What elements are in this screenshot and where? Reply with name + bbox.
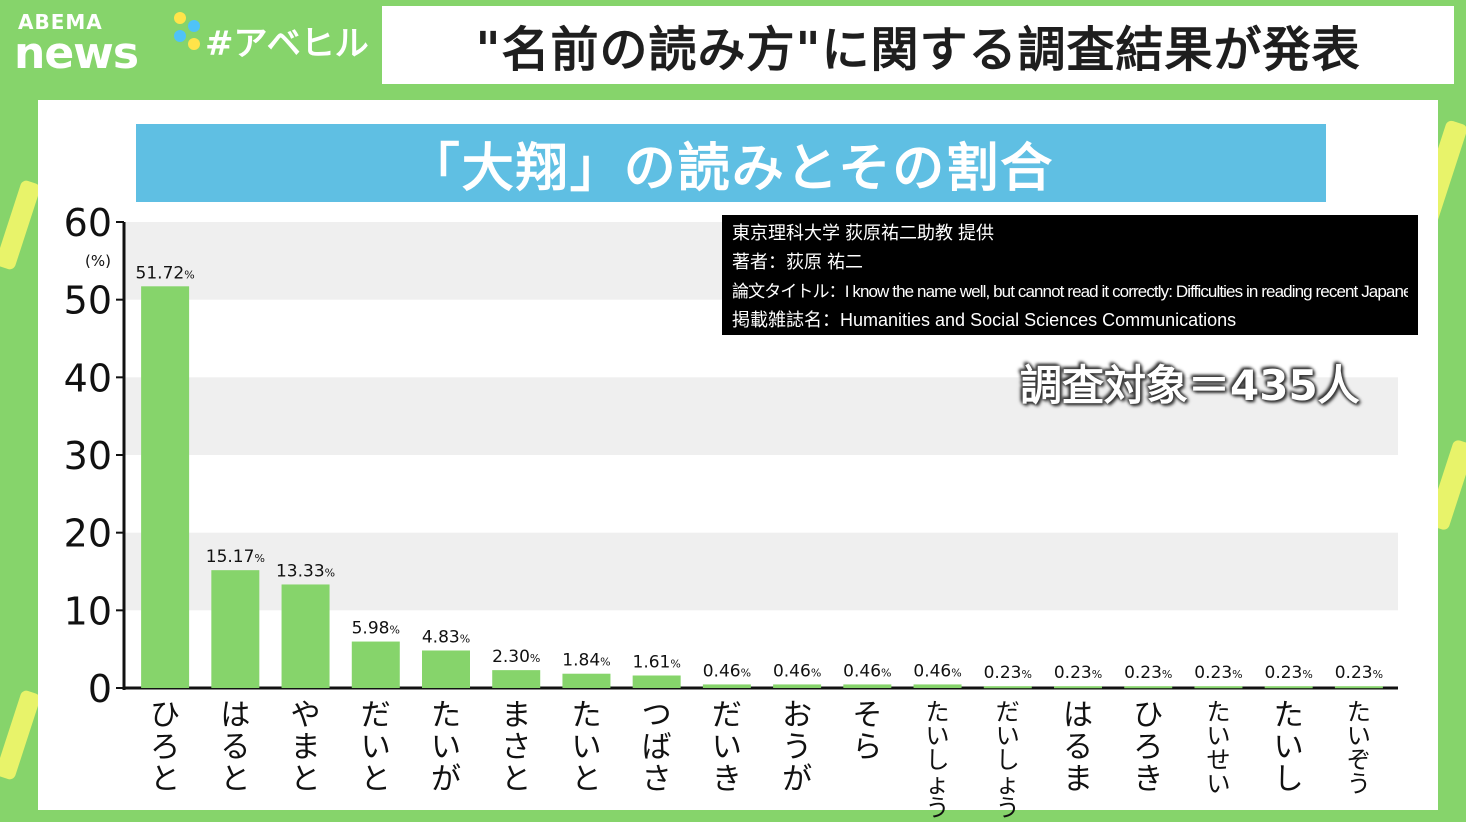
x-tick-label: たいと: [571, 698, 602, 797]
y-tick-label: 30: [64, 434, 112, 478]
abema-news-logo: ABEMA news: [14, 6, 214, 86]
bar: [1334, 686, 1383, 689]
x-tick-label: つばさ: [641, 698, 672, 797]
data-label: 0.46%: [703, 661, 751, 681]
data-label: 1.84%: [562, 651, 610, 671]
source-box: 東京理科大学 荻原祐二助教 提供 著者：荻原 祐二 論文タイトル：I know …: [722, 215, 1418, 335]
data-label: 51.72%: [136, 263, 195, 283]
bar: [632, 675, 681, 688]
bar: [1264, 686, 1313, 689]
x-tick-label: たいが: [431, 698, 461, 797]
bar: [983, 686, 1032, 689]
data-label: 0.23%: [1194, 663, 1242, 683]
bar: [1194, 686, 1243, 689]
bar: [492, 670, 541, 688]
source-line: 東京理科大学 荻原祐二助教 提供: [732, 223, 995, 243]
bar: [351, 641, 400, 688]
x-tick-label: はると: [220, 698, 251, 797]
y-tick-label: 10: [64, 589, 112, 633]
source-line: 論文タイトル：I know the name well, but cannot …: [732, 282, 1408, 301]
x-tick-label: まさと: [501, 698, 532, 797]
bar: [141, 286, 190, 688]
bar: [1124, 686, 1173, 689]
y-tick-label: 0: [88, 667, 112, 711]
data-label: 0.23%: [984, 663, 1032, 683]
y-tick-label: 60: [64, 201, 112, 245]
chart-title: 「大翔」の読みとその割合: [136, 124, 1326, 202]
x-tick-label: おうが: [782, 698, 813, 797]
data-label: 15.17%: [206, 547, 265, 567]
x-tick-label: だいと: [360, 698, 391, 797]
y-tick-label: 50: [64, 279, 112, 323]
y-axis-unit-label: (%): [85, 252, 111, 270]
x-tick-label: たいし: [1273, 698, 1304, 797]
data-label: 0.23%: [1335, 663, 1383, 683]
source-line: 著者：荻原 祐二: [732, 252, 864, 272]
data-label: 5.98%: [352, 619, 400, 639]
x-tick-label: だいしょう: [995, 698, 1020, 822]
bar: [702, 684, 751, 688]
sample-size-note: 調査対象＝435人: [1020, 361, 1360, 410]
data-label: 2.30%: [492, 647, 540, 667]
bar: [211, 570, 260, 688]
data-label: 0.46%: [773, 661, 821, 681]
y-tick-label: 20: [64, 512, 112, 556]
x-tick-label: たいぞう: [1346, 698, 1371, 798]
logo-top-text: ABEMA: [18, 10, 103, 34]
headline: "名前の読み方"に関する調査結果が発表: [382, 6, 1454, 84]
bar: [281, 584, 330, 688]
x-tick-label: たいしょう: [925, 698, 950, 822]
grid-band: [124, 532, 1398, 611]
bar: [422, 650, 470, 688]
data-label: 4.83%: [422, 627, 470, 647]
data-label: 13.33%: [276, 561, 335, 581]
x-tick-label: そら: [852, 698, 883, 765]
data-label: 1.61%: [633, 652, 681, 672]
data-label: 0.46%: [913, 661, 961, 681]
data-label: 0.46%: [843, 661, 891, 681]
bar: [843, 684, 892, 688]
x-tick-label: はるま: [1063, 698, 1093, 797]
bar: [773, 684, 822, 688]
grid-band: [124, 377, 1398, 455]
x-tick-label: ひろと: [150, 698, 181, 797]
data-label: 0.23%: [1124, 663, 1172, 683]
y-tick-label: 40: [64, 356, 112, 400]
bar: [1054, 686, 1102, 689]
data-label: 0.23%: [1265, 663, 1313, 683]
source-line: 掲載雑誌名：Humanities and Social Sciences Com…: [732, 310, 1237, 330]
x-tick-label: ひろき: [1133, 698, 1164, 797]
hashtag: #アベヒル: [205, 24, 369, 64]
x-tick-label: たいせい: [1206, 698, 1231, 798]
data-label: 0.23%: [1054, 663, 1102, 683]
logo-bottom-text: news: [14, 28, 139, 79]
x-tick-label: やまと: [290, 698, 321, 797]
bar: [913, 684, 962, 688]
bar: [562, 673, 611, 688]
x-tick-label: だいき: [711, 698, 742, 797]
